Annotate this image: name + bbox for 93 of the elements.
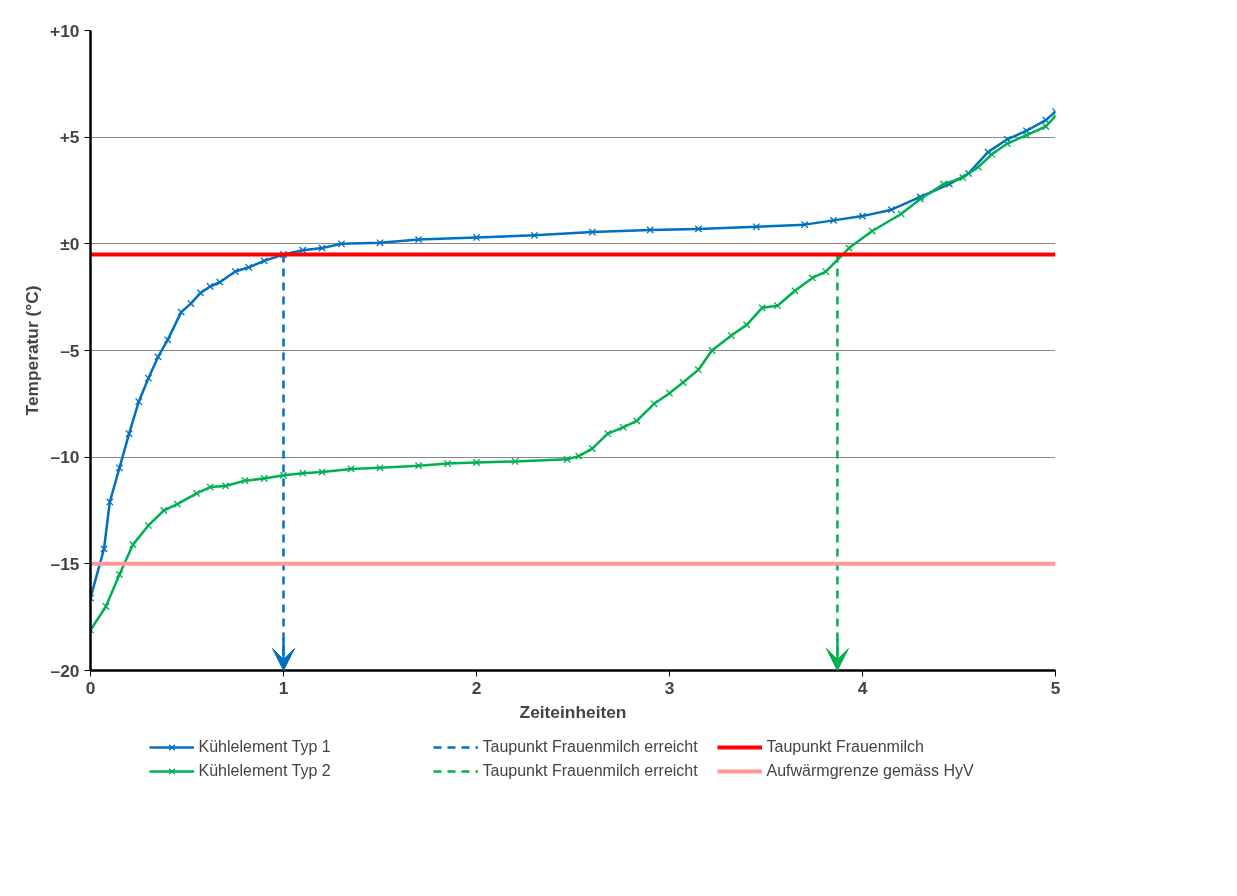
point — [679, 378, 687, 387]
point — [808, 274, 817, 282]
point — [134, 397, 143, 406]
point — [125, 429, 133, 438]
point — [665, 389, 674, 397]
point — [318, 244, 326, 252]
point — [244, 263, 253, 272]
point — [1042, 116, 1050, 124]
point — [1003, 139, 1012, 148]
point — [727, 331, 736, 340]
point — [1022, 131, 1031, 139]
point — [206, 483, 214, 491]
x-axis-title: Zeiteinheiten — [519, 701, 627, 722]
point — [100, 545, 108, 553]
x-tick-label: 3 — [664, 677, 675, 698]
point — [414, 461, 423, 470]
point — [868, 227, 876, 235]
point — [279, 250, 288, 259]
x-tick-label: 0 — [85, 677, 96, 698]
point — [215, 278, 224, 287]
point — [160, 506, 168, 515]
point — [129, 540, 137, 549]
point — [650, 400, 658, 408]
point — [414, 235, 423, 244]
point — [206, 282, 214, 291]
point — [187, 299, 195, 308]
y-tick-label: +10 — [50, 20, 80, 41]
point — [163, 336, 172, 344]
point — [829, 216, 838, 225]
point — [472, 458, 481, 467]
point — [472, 233, 481, 242]
point — [260, 474, 269, 483]
point — [102, 602, 110, 611]
y-tick-label: +5 — [59, 127, 80, 148]
point — [530, 231, 539, 240]
point — [279, 471, 288, 480]
y-tick-label: –15 — [50, 553, 80, 574]
point — [154, 353, 162, 361]
point — [443, 459, 452, 468]
point — [974, 163, 983, 171]
point — [845, 244, 853, 252]
x-tick-label: 4 — [857, 677, 868, 698]
point — [144, 374, 153, 383]
x-tick-label: 5 — [1050, 677, 1061, 698]
point — [752, 222, 761, 231]
point — [241, 476, 249, 485]
legend-label: Aufwärmgrenze gemäss HyV — [766, 762, 975, 780]
point — [822, 267, 830, 276]
y-tick-label: –5 — [60, 340, 80, 361]
x-tick-label: 1 — [278, 677, 289, 698]
x-tick-label: 2 — [471, 677, 482, 698]
point — [192, 489, 201, 498]
legend-label: Taupunkt Frauenmilch — [766, 738, 925, 756]
point — [1022, 126, 1031, 135]
legend-label: Taupunkt Frauenmilch erreicht — [482, 738, 699, 756]
point — [694, 225, 703, 233]
y-tick-label: ±0 — [60, 233, 80, 254]
point — [858, 212, 867, 220]
point — [574, 452, 583, 460]
point — [196, 289, 205, 297]
point — [959, 173, 967, 182]
point — [939, 180, 948, 188]
point — [376, 464, 384, 472]
legend-label: Taupunkt Frauenmilch erreicht — [482, 762, 699, 780]
point — [115, 464, 124, 472]
legend-label: Kühlelement Typ 1 — [198, 738, 332, 756]
point — [221, 482, 230, 490]
point — [177, 308, 186, 316]
point — [511, 457, 519, 466]
point — [231, 267, 240, 276]
point — [376, 238, 384, 247]
point — [347, 465, 355, 473]
point — [173, 500, 182, 508]
point — [619, 423, 628, 432]
point — [646, 226, 655, 234]
point — [791, 286, 799, 295]
point — [260, 257, 269, 265]
point — [742, 321, 751, 329]
point — [298, 469, 307, 477]
point — [1042, 122, 1050, 131]
point — [588, 228, 597, 236]
point — [708, 346, 716, 355]
y-tick-label: –20 — [50, 660, 80, 681]
point — [318, 468, 326, 476]
point — [887, 205, 896, 214]
point — [563, 455, 572, 464]
point — [773, 301, 782, 310]
y-tick-label: –10 — [50, 447, 80, 468]
point — [632, 417, 641, 425]
legend-label: Kühlelement Typ 2 — [198, 762, 332, 780]
point — [105, 498, 114, 506]
point — [337, 240, 346, 248]
y-axis-title: Temperatur (°C) — [22, 285, 43, 416]
